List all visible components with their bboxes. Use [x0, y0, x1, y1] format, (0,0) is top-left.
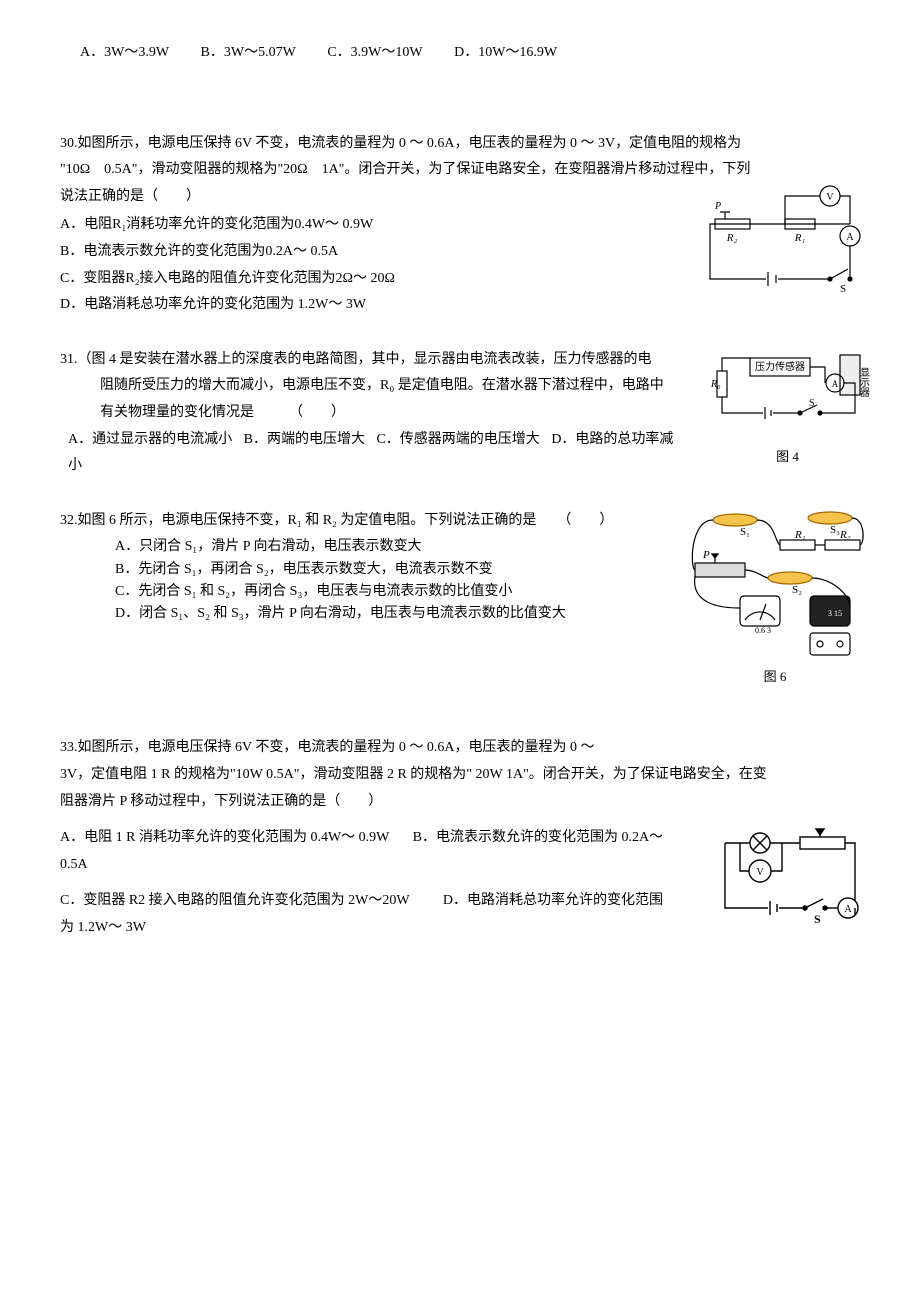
question-30: 30.如图所示，电源电压保持 6V 不变，电流表的量程为 0 ～ 0.6A，电压… — [60, 131, 870, 319]
question-32: S₁ S₃ S₂ R₁ R₂ P 3 15 0.6 3 图 6 32.如图 6 … — [60, 508, 870, 690]
p-label: P — [702, 549, 710, 561]
q31-diagram: 压力传感器 A 显示器 R₀ S 图 4 — [705, 353, 870, 470]
q33-stem-line3: 阻器滑片 P 移动过程中，下列说法正确的是（ ） — [60, 789, 870, 816]
q31-opt-b: B．两端的电压增大 — [244, 432, 365, 447]
display-label: 显示器 — [858, 367, 870, 398]
svg-text:3 15: 3 15 — [828, 609, 842, 618]
option-d: D．10W～16.9W — [454, 40, 557, 67]
q33-stem: 33.如图所示，电源电压保持 6V 不变，电流表的量程为 0 ～ 0.6A，电压… — [60, 735, 870, 762]
voltmeter-label: V — [826, 192, 834, 203]
q33-opt-a: A．电阻 1 R 消耗功率允许的变化范围为 0.4W～ 0.9W — [60, 830, 389, 845]
switch-label: S — [840, 283, 846, 294]
s3-label: S₃ — [830, 524, 840, 536]
q30-stem-line2: "10Ω 0.5A"，滑动变阻器的规格为"20Ω 1A"。闭合开关，为了保证电路… — [60, 157, 870, 184]
q30-opt-d: D．电路消耗总功率允许的变化范围为 1.2W～ 3W — [60, 292, 870, 319]
option-a: A．3W～3.9W — [80, 40, 169, 67]
question-top-options: A．3W～3.9W B．3W～5.07W C．3.9W～10W D．10W～16… — [60, 40, 870, 67]
q33-diagram: V A S — [710, 823, 870, 933]
q31-opt-a: A．通过显示器的电流减小 — [68, 432, 232, 447]
option-b: B．3W～5.07W — [201, 40, 296, 67]
p-label: P — [714, 201, 721, 212]
q33-stem-line2: 3V，定值电阻 1 R 的规格为"10W 0.5A"，滑动变阻器 2 R 的规格… — [60, 762, 870, 789]
q33-opt-c: C．变阻器 R2 接入电路的阻值允许变化范围为 2W～20W — [60, 893, 409, 908]
q32-diagram: S₁ S₃ S₂ R₁ R₂ P 3 15 0.6 3 图 6 — [680, 508, 870, 690]
option-row: A．3W～3.9W B．3W～5.07W C．3.9W～10W D．10W～16… — [60, 40, 870, 67]
q33-number: 33. — [60, 740, 78, 755]
q31-number: 31. — [60, 352, 78, 367]
q31-opt-c: C．传感器两端的电压增大 — [376, 432, 539, 447]
q30-stem: 30.如图所示，电源电压保持 6V 不变，电流表的量程为 0 ～ 0.6A，电压… — [60, 131, 870, 158]
q32-stem-line1: 如图 6 所示，电源电压保持不变，R₁ 和 R₂ 为定值电阻。下列说法正确的是 … — [78, 513, 614, 528]
q33-opt-b: B．电流表示数允许的变化范围为 0.2A～ — [413, 830, 663, 845]
r1-label: R₁ — [794, 232, 806, 244]
q31-fig-label: 图 4 — [705, 445, 870, 470]
q30-diagram: V A R₂ R₁ P S — [690, 184, 870, 294]
ammeter-label: A — [844, 904, 852, 915]
q32-fig-label: 图 6 — [680, 665, 870, 690]
q33-stem-line1: 如图所示，电源电压保持 6V 不变，电流表的量程为 0 ～ 0.6A，电压表的量… — [78, 740, 595, 755]
r2-label: R₂ — [839, 529, 851, 541]
s1-label: S₁ — [740, 526, 750, 538]
q30-stem-line1: 如图所示，电源电压保持 6V 不变，电流表的量程为 0 ～ 0.6A，电压表的量… — [78, 136, 742, 151]
option-c: C．3.9W～10W — [327, 40, 422, 67]
question-33: 33.如图所示，电源电压保持 6V 不变，电流表的量程为 0 ～ 0.6A，电压… — [60, 735, 870, 941]
r2-label: R₂ — [726, 232, 738, 244]
r1-label: R₁ — [794, 529, 806, 541]
q32-number: 32. — [60, 513, 78, 528]
question-31: 压力传感器 A 显示器 R₀ S 图 4 31.（图 4 是安装在潜水器上的深度… — [60, 347, 870, 480]
svg-text:0.6 3: 0.6 3 — [755, 626, 771, 635]
switch-label: S — [809, 398, 815, 409]
switch-label: S — [814, 912, 821, 926]
q33-opt-d: D．电路消耗总功率允许的变化范围 — [443, 893, 663, 908]
r0-label: R₀ — [710, 379, 721, 390]
q30-number: 30. — [60, 136, 78, 151]
ammeter-label: A — [846, 232, 854, 243]
q31-stem-line1: （图 4 是安装在潜水器上的深度表的电路简图，其中，显示器由电流表改装，压力传感… — [78, 352, 652, 367]
voltmeter-label: V — [756, 867, 764, 878]
sensor-label: 压力传感器 — [755, 360, 805, 373]
s2-label: S₂ — [792, 584, 802, 596]
ammeter-label: A — [832, 379, 839, 389]
